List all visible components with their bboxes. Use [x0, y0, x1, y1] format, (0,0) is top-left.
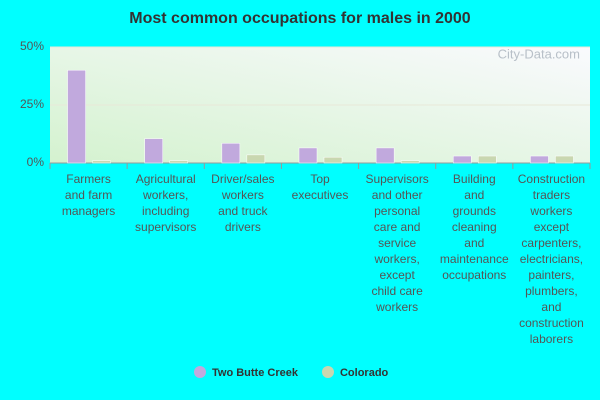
bar [298, 147, 318, 164]
bar [221, 143, 241, 164]
x-tick-label: Supervisors and other personal care and serv… [365, 172, 428, 314]
y-tick-label: 0% [27, 155, 45, 169]
x-tick-label: Farmers and farm managers [62, 172, 115, 218]
y-tick-label: 50% [20, 39, 44, 53]
bar [67, 69, 86, 164]
bar [530, 155, 549, 164]
x-tick-label: Top executives [292, 172, 349, 202]
bar [246, 154, 266, 164]
x-tick-label: Building and grounds cleaning and maintenance… [440, 172, 509, 282]
bar [169, 160, 188, 164]
legend-label: Colorado [340, 367, 389, 379]
legend-label: Two Butte Creek [212, 367, 299, 379]
chart-title: Most common occupations for males in 200… [129, 10, 471, 27]
bar [400, 160, 420, 164]
bar [144, 138, 163, 164]
bar [555, 155, 574, 164]
bar [323, 156, 343, 164]
bar [92, 160, 111, 164]
legend-swatch [194, 366, 206, 378]
y-tick-label: 25% [20, 97, 44, 111]
watermark: City-Data.com [498, 46, 580, 61]
x-tick-label: Driver/sales workers and truck drivers [211, 172, 274, 234]
bar [478, 155, 497, 164]
bar [453, 155, 472, 164]
x-tick-label: Construction traders workers except carpente… [518, 172, 585, 346]
bar [375, 147, 395, 164]
x-tick-label: Agricultural workers, including supervisors [135, 172, 196, 234]
legend-swatch [321, 366, 334, 378]
